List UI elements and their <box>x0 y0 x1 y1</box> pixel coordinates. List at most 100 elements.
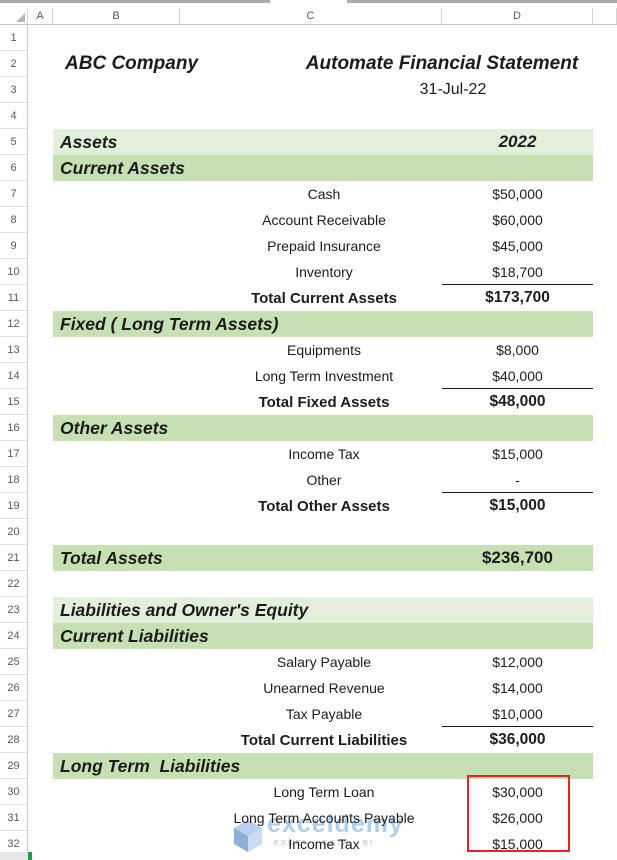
sheet-row-9: Prepaid Insurance $45,000 <box>28 233 617 259</box>
cell-B2[interactable]: ABC Company <box>65 53 199 74</box>
row-header-7[interactable]: 7 <box>0 181 27 207</box>
column-header-c[interactable]: C <box>180 8 442 24</box>
row-header-30[interactable]: 30 <box>0 779 27 805</box>
column-header-a[interactable]: A <box>28 8 53 24</box>
cell-C11[interactable]: Total Current Assets <box>251 289 397 307</box>
sheet-row-13: Equipments $8,000 <box>28 337 617 363</box>
row-header-24[interactable]: 24 <box>0 623 27 649</box>
sheet-row-27: Tax Payable $10,000 <box>28 701 617 727</box>
row-header-28[interactable]: 28 <box>0 727 27 753</box>
row-header-2[interactable]: 2 <box>0 51 27 77</box>
row-header-11[interactable]: 11 <box>0 285 27 311</box>
sheet-row-28: Total Current Liabilities $36,000 <box>28 727 617 753</box>
cell-C13[interactable]: Equipments <box>287 342 361 358</box>
cell-C8[interactable]: Account Receivable <box>262 212 386 228</box>
watermark-tagline: EXCEL · DATA · BI <box>273 838 375 847</box>
cell-D5[interactable]: 2022 <box>498 132 537 151</box>
row-header-13[interactable]: 13 <box>0 337 27 363</box>
row-header-29[interactable]: 29 <box>0 753 27 779</box>
row-header-1[interactable]: 1 <box>0 25 27 51</box>
cell-B23[interactable]: Liabilities and Owner's Equity <box>53 597 593 623</box>
cell-D8[interactable]: $60,000 <box>492 212 543 228</box>
row-header-21[interactable]: 21 <box>0 545 27 571</box>
row-header-31[interactable]: 31 <box>0 805 27 831</box>
row-header-16[interactable]: 16 <box>0 415 27 441</box>
cell-C31[interactable]: Long Term Accounts Payable <box>233 810 415 826</box>
select-all-corner[interactable] <box>0 8 28 24</box>
cell-D19[interactable]: $15,000 <box>489 497 546 514</box>
cell-C10[interactable]: Inventory <box>295 264 353 280</box>
cell-C18[interactable]: Other <box>306 472 342 488</box>
sheet-row-15: Total Fixed Assets $48,000 <box>28 389 617 415</box>
sheet-row-17: Income Tax $15,000 <box>28 441 617 467</box>
cell-B29[interactable]: Long Term Liabilities <box>53 753 593 779</box>
cell-B12[interactable]: Fixed ( Long Term Assets) <box>53 311 593 337</box>
cell-C15[interactable]: Total Fixed Assets <box>258 393 390 411</box>
cell-C30[interactable]: Long Term Loan <box>273 784 375 800</box>
row-header-17[interactable]: 17 <box>0 441 27 467</box>
row-header-5[interactable]: 5 <box>0 129 27 155</box>
cell-C27[interactable]: Tax Payable <box>285 706 363 722</box>
cell-C28[interactable]: Total Current Liabilities <box>240 731 408 749</box>
sheet-row-3: 31-Jul-22 <box>28 77 617 103</box>
cell-C2[interactable]: Automate Financial Statement <box>305 53 579 74</box>
next-row-header-stub <box>0 852 28 860</box>
cell-D17[interactable]: $15,000 <box>492 446 543 462</box>
cell-D18[interactable]: - <box>442 467 593 493</box>
row-header-22[interactable]: 22 <box>0 571 27 597</box>
cell-B24[interactable]: Current Liabilities <box>53 623 593 649</box>
row-header-27[interactable]: 27 <box>0 701 27 727</box>
cell-D32[interactable]: $15,000 <box>492 836 543 852</box>
cell-B21[interactable]: Total Assets <box>53 545 593 571</box>
sheet-row-22 <box>28 571 617 597</box>
cell-D21[interactable]: $236,700 <box>482 548 553 567</box>
cell-C25[interactable]: Salary Payable <box>276 654 372 670</box>
row-header-9[interactable]: 9 <box>0 233 27 259</box>
cell-C7[interactable]: Cash <box>307 186 341 202</box>
toolbar-edge-left <box>0 0 270 3</box>
cell-D7[interactable]: $50,000 <box>492 186 543 202</box>
cell-D28[interactable]: $36,000 <box>489 731 546 748</box>
cell-D10[interactable]: $18,700 <box>442 259 593 285</box>
row-header-15[interactable]: 15 <box>0 389 27 415</box>
cell-C9[interactable]: Prepaid Insurance <box>267 238 381 254</box>
cell-C19[interactable]: Total Other Assets <box>258 497 390 515</box>
select-all-triangle-icon <box>16 13 25 22</box>
row-header-12[interactable]: 12 <box>0 311 27 337</box>
cell-D26[interactable]: $14,000 <box>492 680 543 696</box>
cell-B6[interactable]: Current Assets <box>53 155 593 181</box>
row-header-20[interactable]: 20 <box>0 519 27 545</box>
cell-D14[interactable]: $40,000 <box>442 363 593 389</box>
cell-D27[interactable]: $10,000 <box>442 701 593 727</box>
row-header-3[interactable]: 3 <box>0 77 27 103</box>
cell-B5[interactable]: Assets <box>53 129 593 155</box>
row-header-23[interactable]: 23 <box>0 597 27 623</box>
row-header-18[interactable]: 18 <box>0 467 27 493</box>
cell-D11[interactable]: $173,700 <box>485 289 550 306</box>
row-header-25[interactable]: 25 <box>0 649 27 675</box>
row-header-8[interactable]: 8 <box>0 207 27 233</box>
cell-C14[interactable]: Long Term Investment <box>254 368 394 384</box>
row-header-4[interactable]: 4 <box>0 103 27 129</box>
row-header-6[interactable]: 6 <box>0 155 27 181</box>
cell-D15[interactable]: $48,000 <box>489 393 546 410</box>
row-header-26[interactable]: 26 <box>0 675 27 701</box>
column-header-d[interactable]: D <box>442 8 593 24</box>
row-header-19[interactable]: 19 <box>0 493 27 519</box>
cell-C17[interactable]: Income Tax <box>288 446 360 462</box>
cell-D9[interactable]: $45,000 <box>492 238 543 254</box>
cell-D25[interactable]: $12,000 <box>492 654 543 670</box>
sheet-row-26: Unearned Revenue $14,000 <box>28 675 617 701</box>
cell-C32[interactable]: Income Tax <box>288 836 360 852</box>
column-header-b[interactable]: B <box>53 8 180 24</box>
watermark-text: exceldemy <box>267 810 404 838</box>
row-header-10[interactable]: 10 <box>0 259 27 285</box>
cell-C26[interactable]: Unearned Revenue <box>263 680 385 696</box>
row-header-14[interactable]: 14 <box>0 363 27 389</box>
cell-D30[interactable]: $30,000 <box>492 784 543 800</box>
cell-D13[interactable]: $8,000 <box>496 342 539 358</box>
cell-D31[interactable]: $26,000 <box>492 810 543 826</box>
cell-C3[interactable]: 31-Jul-22 <box>419 81 487 98</box>
cell-B16[interactable]: Other Assets <box>53 415 593 441</box>
